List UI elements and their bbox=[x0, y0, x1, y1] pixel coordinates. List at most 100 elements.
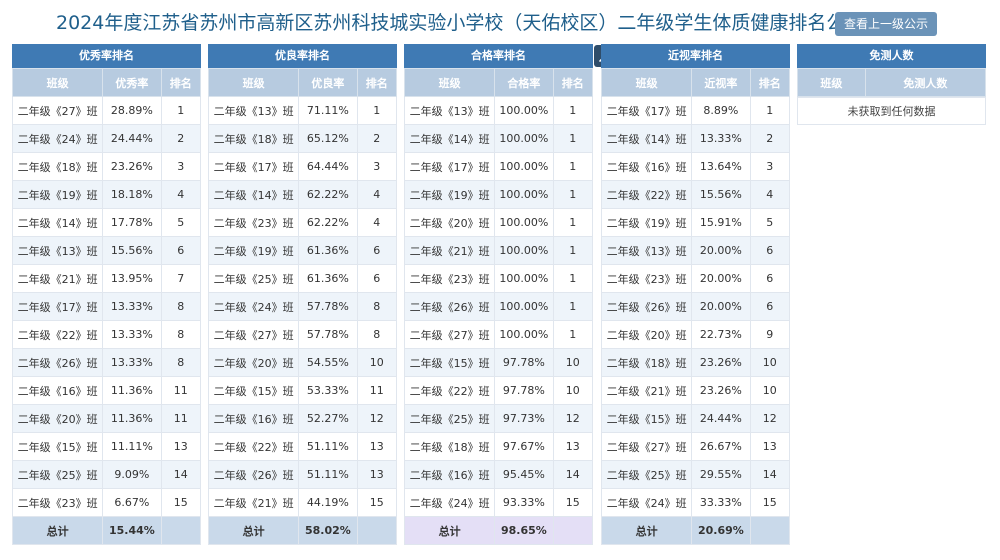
excellent-rate-panel: 优秀率排名 班级 优秀率 排名 二年级《27》班 28.89% 1 二年级《24》班 2… bbox=[11, 44, 201, 545]
total-label: 总计 bbox=[11, 516, 104, 545]
class-name-cell: 二年级《27》班 bbox=[600, 432, 693, 461]
rate-cell: 24.44% bbox=[691, 404, 751, 433]
class-name-cell: 二年级《19》班 bbox=[11, 180, 104, 209]
rank-cell: 9 bbox=[749, 320, 790, 349]
total-row: 总计 20.69% bbox=[600, 516, 790, 545]
rank-cell: 10 bbox=[749, 348, 790, 377]
class-name-cell: 二年级《13》班 bbox=[207, 96, 300, 125]
rate-cell: 97.78% bbox=[494, 376, 554, 405]
class-name-cell: 二年级《17》班 bbox=[11, 292, 104, 321]
rate-cell: 28.89% bbox=[102, 96, 162, 125]
rank-cell: 6 bbox=[749, 236, 790, 265]
rate-cell: 54.55% bbox=[298, 348, 358, 377]
column-header-rank: 排名 bbox=[356, 68, 397, 97]
class-name-cell: 二年级《16》班 bbox=[600, 152, 693, 181]
rate-cell: 100.00% bbox=[494, 124, 554, 153]
rank-cell: 12 bbox=[552, 404, 593, 433]
rank-cell: 13 bbox=[749, 432, 790, 461]
rate-cell: 44.19% bbox=[298, 488, 358, 517]
rank-cell: 11 bbox=[356, 376, 397, 405]
class-name-cell: 二年级《21》班 bbox=[403, 236, 496, 265]
rate-cell: 11.11% bbox=[102, 432, 162, 461]
class-name-cell: 二年级《24》班 bbox=[600, 488, 693, 517]
total-label: 总计 bbox=[403, 516, 496, 545]
table-row: 二年级《17》班 100.00% 1 bbox=[403, 152, 593, 181]
rank-cell: 8 bbox=[356, 320, 397, 349]
table-row: 二年级《24》班 57.78% 8 bbox=[207, 292, 397, 321]
class-name-cell: 二年级《20》班 bbox=[600, 320, 693, 349]
table-row: 二年级《27》班 57.78% 8 bbox=[207, 320, 397, 349]
rank-cell: 13 bbox=[160, 432, 201, 461]
rate-cell: 51.11% bbox=[298, 460, 358, 489]
class-name-cell: 二年级《25》班 bbox=[403, 404, 496, 433]
table-row: 二年级《22》班 15.56% 4 bbox=[600, 180, 790, 209]
rank-cell: 1 bbox=[552, 124, 593, 153]
rate-cell: 20.00% bbox=[691, 264, 751, 293]
class-name-cell: 二年级《20》班 bbox=[207, 348, 300, 377]
class-name-cell: 二年级《22》班 bbox=[207, 432, 300, 461]
total-value: 58.02% bbox=[298, 516, 358, 545]
table-row: 二年级《26》班 51.11% 13 bbox=[207, 460, 397, 489]
rank-cell: 10 bbox=[552, 348, 593, 377]
page-header: 2024年度江苏省苏州市高新区苏州科技城实验小学校（天佑校区）二年级学生体质健康… bbox=[0, 8, 1000, 38]
rank-cell: 5 bbox=[160, 208, 201, 237]
column-header-rank: 排名 bbox=[552, 68, 593, 97]
rate-cell: 13.33% bbox=[102, 320, 162, 349]
table-row: 二年级《15》班 97.78% 10 bbox=[403, 348, 593, 377]
column-header-class: 班级 bbox=[797, 68, 866, 97]
class-name-cell: 二年级《25》班 bbox=[11, 460, 104, 489]
table-row: 二年级《26》班 20.00% 6 bbox=[600, 292, 790, 321]
class-name-cell: 二年级《16》班 bbox=[11, 376, 104, 405]
rank-cell: 8 bbox=[356, 292, 397, 321]
rank-cell: 14 bbox=[160, 460, 201, 489]
rank-cell: 6 bbox=[749, 292, 790, 321]
table-row: 二年级《21》班 13.95% 7 bbox=[11, 264, 201, 293]
rank-cell: 6 bbox=[356, 264, 397, 293]
rank-cell: 1 bbox=[552, 292, 593, 321]
rate-cell: 11.36% bbox=[102, 376, 162, 405]
rate-cell: 62.22% bbox=[298, 180, 358, 209]
ranking-table: 班级 合格率 排名 二年级《13》班 100.00% 1 二年级《14》班 100.00… bbox=[403, 68, 593, 545]
table-row: 二年级《23》班 6.67% 15 bbox=[11, 488, 201, 517]
class-name-cell: 二年级《17》班 bbox=[403, 152, 496, 181]
ranking-table: 班级 优良率 排名 二年级《13》班 71.11% 1 二年级《18》班 65.12% 2… bbox=[207, 68, 397, 545]
class-name-cell: 二年级《27》班 bbox=[11, 96, 104, 125]
rate-cell: 23.26% bbox=[102, 152, 162, 181]
column-header-rate: 优秀率 bbox=[102, 68, 162, 97]
rate-cell: 9.09% bbox=[102, 460, 162, 489]
rate-cell: 8.89% bbox=[691, 96, 751, 125]
view-previous-level-button[interactable]: 查看上一级公示 bbox=[835, 12, 937, 36]
rate-cell: 23.26% bbox=[691, 348, 751, 377]
table-row: 二年级《22》班 13.33% 8 bbox=[11, 320, 201, 349]
table-row: 二年级《25》班 97.73% 12 bbox=[403, 404, 593, 433]
page-title: 2024年度江苏省苏州市高新区苏州科技城实验小学校（天佑校区）二年级学生体质健康… bbox=[56, 12, 865, 34]
column-header-class: 班级 bbox=[11, 68, 104, 97]
class-name-cell: 二年级《18》班 bbox=[207, 124, 300, 153]
rank-cell: 11 bbox=[160, 376, 201, 405]
table-row: 二年级《15》班 53.33% 11 bbox=[207, 376, 397, 405]
rank-cell: 1 bbox=[552, 236, 593, 265]
rank-cell: 10 bbox=[749, 376, 790, 405]
class-name-cell: 二年级《14》班 bbox=[11, 208, 104, 237]
table-row: 二年级《18》班 97.67% 13 bbox=[403, 432, 593, 461]
class-name-cell: 二年级《19》班 bbox=[207, 236, 300, 265]
column-header-rank: 排名 bbox=[749, 68, 790, 97]
total-value: 20.69% bbox=[691, 516, 751, 545]
class-name-cell: 二年级《26》班 bbox=[600, 292, 693, 321]
class-name-cell: 二年级《23》班 bbox=[207, 208, 300, 237]
rank-cell: 10 bbox=[552, 376, 593, 405]
table-row: 二年级《19》班 18.18% 4 bbox=[11, 180, 201, 209]
column-header-rate: 合格率 bbox=[494, 68, 554, 97]
table-row: 二年级《16》班 52.27% 12 bbox=[207, 404, 397, 433]
rank-cell: 3 bbox=[160, 152, 201, 181]
rank-cell: 1 bbox=[552, 152, 593, 181]
rate-cell: 15.56% bbox=[691, 180, 751, 209]
class-name-cell: 二年级《17》班 bbox=[207, 152, 300, 181]
table-row: 二年级《27》班 28.89% 1 bbox=[11, 96, 201, 125]
rate-cell: 100.00% bbox=[494, 292, 554, 321]
rate-cell: 53.33% bbox=[298, 376, 358, 405]
rate-cell: 100.00% bbox=[494, 152, 554, 181]
rank-cell: 5 bbox=[749, 208, 790, 237]
table-row: 二年级《25》班 9.09% 14 bbox=[11, 460, 201, 489]
rate-cell: 13.95% bbox=[102, 264, 162, 293]
